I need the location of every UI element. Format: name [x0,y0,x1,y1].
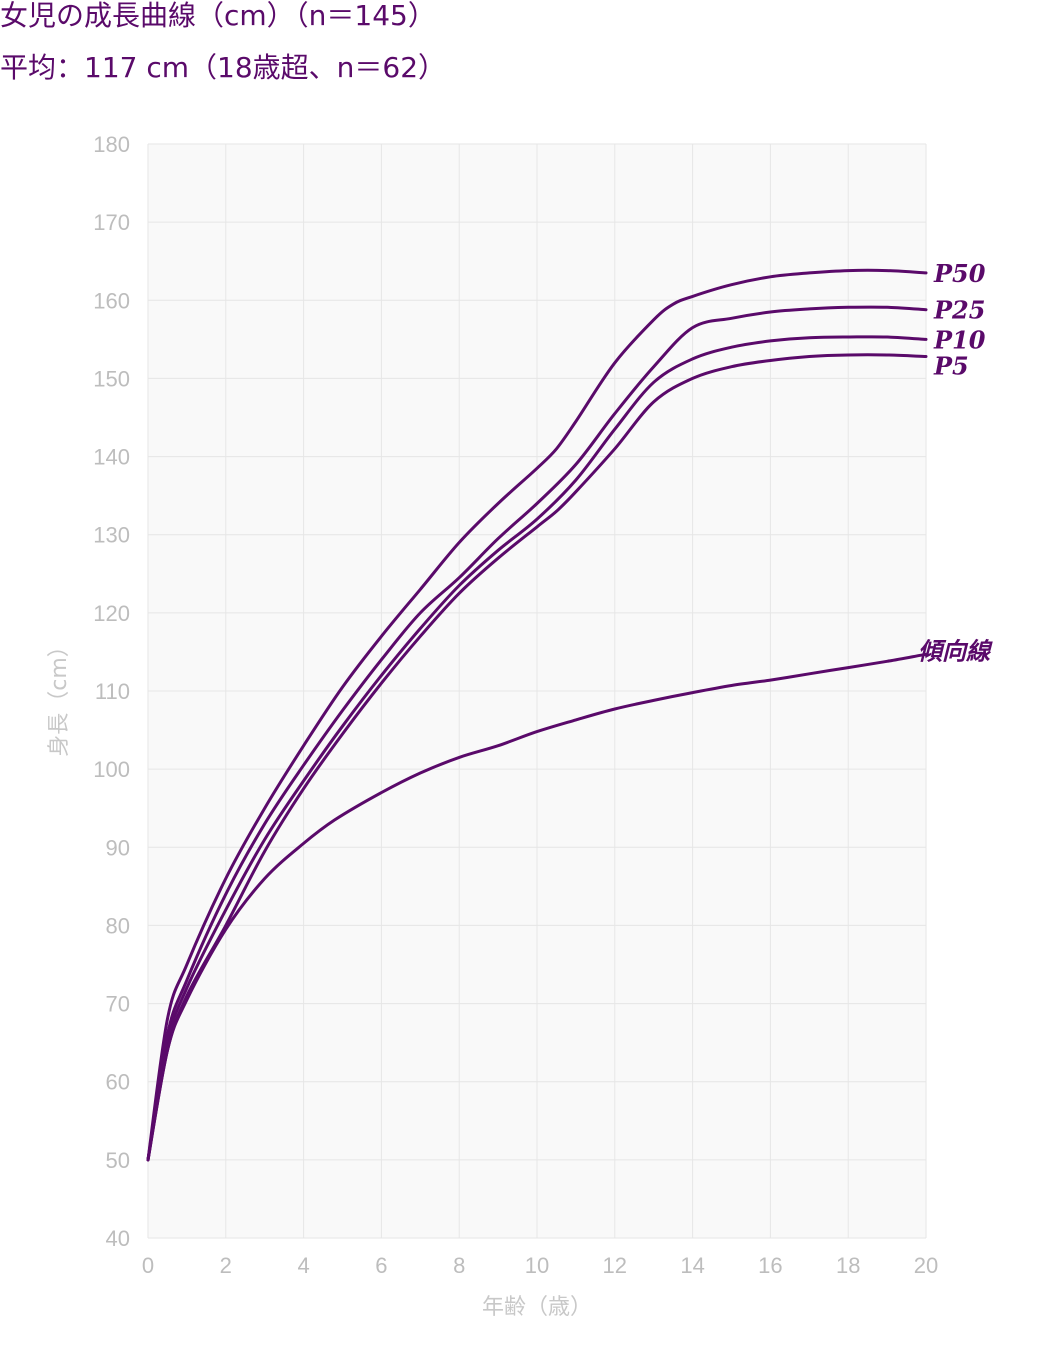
series-label-3: P5 [933,352,969,381]
series-lines [146,268,928,1162]
y-tick-label: 50 [106,1148,130,1173]
y-tick-label: 90 [106,835,130,860]
y-tick-label: 40 [106,1226,130,1251]
y-tick-label: 100 [93,757,130,782]
y-tick-label: 120 [93,601,130,626]
chart-title: 女児の成長曲線（cm）（n＝145） [0,0,436,32]
series-label-1: P25 [933,296,985,325]
series-line-3 [146,353,928,1162]
x-tick-label: 20 [914,1253,938,1278]
grid [147,143,927,1239]
x-tick-label: 8 [453,1253,465,1278]
y-axis-label: 身長（cm） [47,635,72,757]
series-line-4 [146,652,928,1162]
series-line-0 [146,268,928,1162]
series-label-0: P50 [933,259,986,288]
y-tick-label: 170 [93,210,130,235]
y-tick-label: 110 [95,679,130,704]
y-tick-label: 130 [93,523,130,548]
y-tick-label: 70 [106,992,130,1017]
x-tick-label: 0 [142,1253,154,1278]
y-tick-label: 160 [93,288,130,313]
y-tick-label: 150 [93,366,130,391]
chart-subtitle: 平均：117 cm（18歳超、n＝62） [0,51,447,84]
y-tick-label: 140 [93,445,130,470]
y-axis-ticks: 40 50 60 70 80 90 100 110 120 130 140 150 160 170 180 [93,132,130,1251]
x-tick-label: 6 [375,1253,387,1278]
series-line-1 [146,305,928,1162]
y-tick-label: 80 [106,913,130,938]
x-axis-ticks: 0 2 4 6 8 10 12 14 16 18 20 [142,1253,938,1278]
x-tick-label: 10 [525,1253,549,1278]
y-tick-label: 180 [93,132,130,157]
series-line-2 [146,335,928,1162]
y-tick-label: 60 [106,1070,130,1095]
x-tick-label: 2 [220,1253,232,1278]
x-tick-label: 18 [836,1253,860,1278]
x-tick-label: 14 [680,1253,704,1278]
x-axis-label: 年齢（歳） [482,1295,592,1320]
x-tick-label: 4 [297,1253,309,1278]
series-label-2: P10 [933,325,986,354]
x-tick-label: 12 [603,1253,627,1278]
series-label-4: 傾向線 [918,636,993,665]
x-tick-label: 16 [758,1253,782,1278]
